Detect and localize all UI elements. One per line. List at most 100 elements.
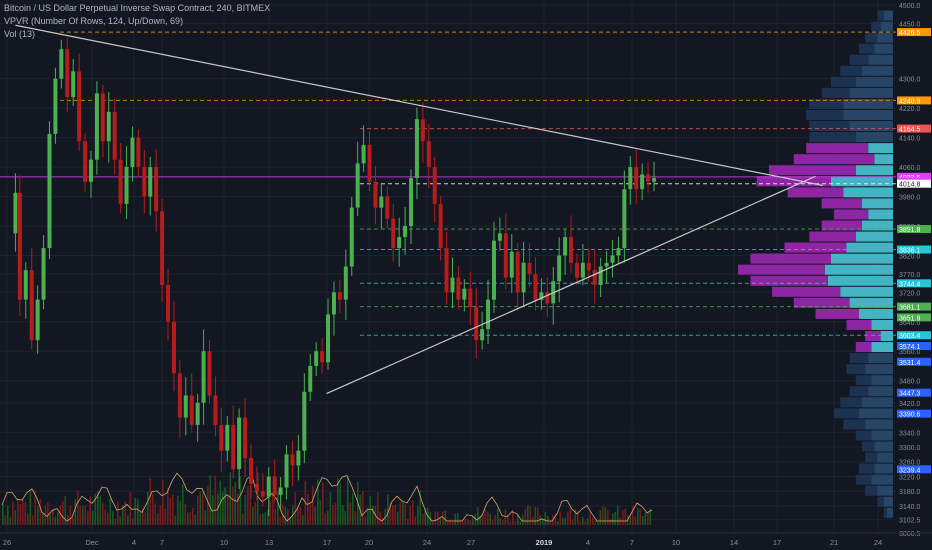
volume-bar	[217, 493, 219, 525]
volume-bar	[462, 520, 464, 525]
candle-body	[13, 192, 18, 234]
volume-bar	[324, 512, 327, 525]
volume-bar	[572, 519, 574, 525]
price-marker-label: 3744.4	[899, 281, 921, 288]
price-tick-label: 3066.5	[899, 531, 921, 538]
price-marker-badge	[897, 313, 931, 322]
candle-body	[189, 395, 194, 425]
vp-down-bar	[809, 98, 844, 109]
volume-bar	[414, 516, 417, 525]
volume-bar	[17, 499, 19, 525]
volume-bar	[259, 514, 262, 525]
volume-bar	[644, 512, 647, 525]
vp-up-bar	[880, 330, 893, 342]
volume-bar	[77, 490, 79, 525]
volume-bar	[242, 513, 244, 525]
volume-bar	[222, 491, 224, 525]
volume-bar	[404, 504, 407, 525]
volume-bar	[64, 496, 67, 525]
volume-bar	[364, 516, 367, 525]
volume-bar	[197, 496, 199, 525]
candle-body	[201, 351, 206, 403]
volume-bar	[547, 516, 549, 525]
volume-bar	[139, 512, 142, 525]
volume-bar	[402, 501, 404, 525]
volume-bar	[567, 511, 569, 525]
volume-bar	[167, 487, 169, 525]
candle-body	[474, 307, 479, 341]
time-tick-label: 21	[830, 538, 838, 547]
price-marker-badge	[897, 342, 931, 351]
volume-bar	[54, 516, 57, 525]
vp-down-bar	[843, 419, 866, 430]
volume-bar	[252, 506, 254, 525]
volume-bar	[104, 509, 107, 525]
volume-bar	[177, 495, 179, 525]
candle-body	[272, 476, 277, 495]
volume-bar	[274, 508, 277, 525]
candle-body	[41, 248, 46, 300]
price-marker-badge	[897, 124, 931, 133]
price-marker-badge	[897, 28, 931, 37]
vp-up-bar	[827, 275, 893, 286]
vp-down-bar	[821, 220, 862, 231]
volume-bar	[512, 509, 514, 525]
volume-bar	[444, 510, 447, 525]
candle-body	[420, 119, 425, 142]
volume-bar	[152, 493, 154, 525]
volume-bar	[529, 506, 532, 525]
candle-body	[545, 292, 550, 304]
volume-bar	[609, 519, 612, 525]
volume-bar	[604, 507, 607, 525]
volume-bar	[164, 508, 167, 525]
volume-bar	[562, 517, 564, 525]
volume-bar	[322, 482, 324, 525]
volume-indicator-label[interactable]: Vol (13)	[4, 29, 36, 39]
volume-bar	[352, 493, 354, 525]
price-tick-label: 3560.0	[899, 349, 921, 356]
vp-down-bar	[865, 452, 878, 463]
vp-up-bar	[874, 441, 893, 452]
candle-body	[23, 270, 28, 300]
volume-bar	[647, 512, 649, 525]
volume-bar	[182, 483, 184, 525]
vp-up-bar	[855, 76, 893, 87]
candle-body	[148, 167, 153, 197]
volume-bar	[29, 490, 32, 525]
price-tick-label: 3980.0	[899, 195, 921, 202]
volume-bar	[97, 491, 99, 525]
vpvr-indicator-label[interactable]: VPVR (Number Of Rows, 124, Up/Down, 69)	[4, 16, 184, 26]
candle-body	[302, 391, 307, 451]
candle-body	[100, 93, 105, 142]
candle-body	[231, 424, 236, 470]
volume-bar	[449, 519, 452, 525]
price-tick-label: 3480.0	[899, 379, 921, 386]
price-marker-label: 3574.1	[899, 344, 921, 351]
vp-up-bar	[880, 21, 893, 32]
candle-body	[521, 262, 526, 293]
volume-bar	[129, 492, 132, 525]
volume-bar	[519, 521, 522, 525]
volume-bar	[42, 513, 44, 525]
volume-bar	[342, 504, 344, 525]
vp-up-bar	[871, 375, 893, 386]
vp-up-bar	[871, 342, 893, 353]
volume-bar	[147, 491, 149, 525]
price-tick-label: 4450.0	[899, 21, 921, 28]
volume-bar	[59, 504, 62, 525]
price-marker-label: 3836.1	[899, 248, 921, 255]
candle-body	[83, 141, 88, 182]
volume-bar	[174, 515, 177, 525]
volume-bar	[417, 506, 419, 525]
candle-body	[118, 159, 123, 204]
level-lines	[0, 31, 896, 336]
candle-body	[610, 255, 615, 263]
vp-up-bar	[858, 308, 893, 319]
volume-profile	[738, 10, 893, 518]
price-tick-label: 4300.0	[899, 77, 921, 84]
candle-body	[592, 270, 597, 285]
vp-down-bar	[877, 496, 884, 507]
candle-body	[652, 178, 656, 182]
volume-bar	[14, 510, 17, 525]
